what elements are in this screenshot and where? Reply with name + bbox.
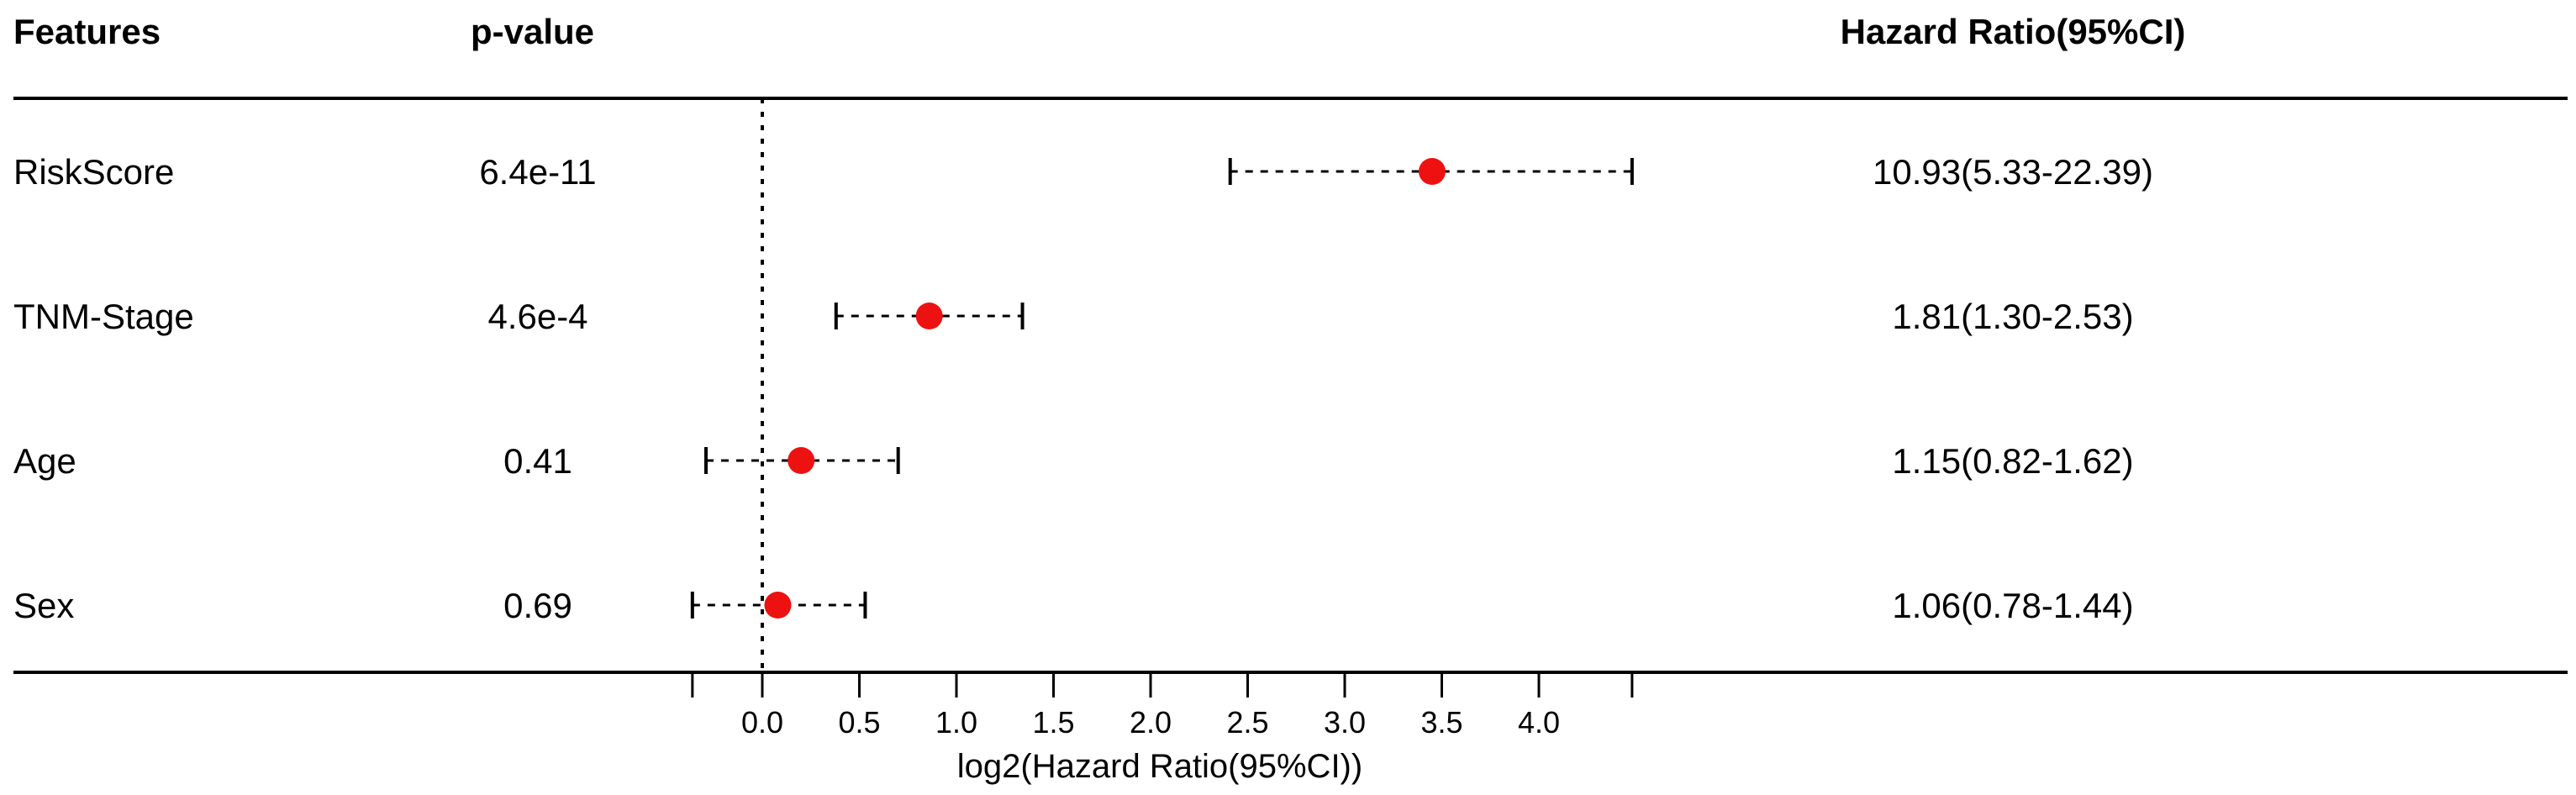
hr-point xyxy=(788,447,815,474)
hr-ci-label: 1.81(1.30-2.53) xyxy=(1892,297,2133,336)
header-hazard-ratio: Hazard Ratio(95%CI) xyxy=(1841,12,2186,51)
x-tick-label: 0.0 xyxy=(741,705,783,740)
x-tick-label: 1.0 xyxy=(935,705,977,740)
forest-row: Age 0.41 1.15(0.82-1.62) xyxy=(13,441,2134,481)
feature-label: Age xyxy=(13,441,76,481)
feature-label: Sex xyxy=(13,586,74,625)
hr-ci-label: 10.93(5.33-22.39) xyxy=(1873,152,2153,192)
x-tick-label: 2.5 xyxy=(1226,705,1268,740)
forest-row: RiskScore 6.4e-11 10.93(5.33-22.39) xyxy=(13,152,2153,192)
x-tick-label: 4.0 xyxy=(1518,705,1560,740)
hr-ci-label: 1.06(0.78-1.44) xyxy=(1892,586,2133,625)
hr-point xyxy=(1418,158,1446,185)
forest-rows: RiskScore 6.4e-11 10.93(5.33-22.39) TNM-Sta… xyxy=(13,152,2153,625)
pvalue-label: 4.6e-4 xyxy=(487,297,587,336)
header-features: Features xyxy=(13,12,161,51)
header-pvalue: p-value xyxy=(471,12,594,51)
x-tick-label: 2.0 xyxy=(1130,705,1172,740)
pvalue-label: 0.41 xyxy=(503,441,572,481)
x-axis-label: log2(Hazard Ratio(95%CI)) xyxy=(957,748,1362,785)
x-tick-label: 0.5 xyxy=(838,705,880,740)
forest-row: Sex 0.69 1.06(0.78-1.44) xyxy=(13,586,2134,625)
pvalue-label: 6.4e-11 xyxy=(479,152,596,192)
x-axis: 0.0 0.5 1.0 1.5 2.0 2.5 3.0 3.5 4.0 xyxy=(691,672,1634,740)
x-tick-label: 3.5 xyxy=(1420,705,1462,740)
hr-ci-label: 1.15(0.82-1.62) xyxy=(1892,441,2133,481)
feature-label: TNM-Stage xyxy=(13,297,194,336)
pvalue-label: 0.69 xyxy=(503,586,572,625)
x-tick-label: 3.0 xyxy=(1324,705,1366,740)
hr-point xyxy=(764,592,792,619)
hr-point xyxy=(915,303,943,329)
x-tick-label: 1.5 xyxy=(1032,705,1074,740)
feature-label: RiskScore xyxy=(13,152,174,192)
forest-row: TNM-Stage 4.6e-4 1.81(1.30-2.53) xyxy=(13,297,2134,336)
